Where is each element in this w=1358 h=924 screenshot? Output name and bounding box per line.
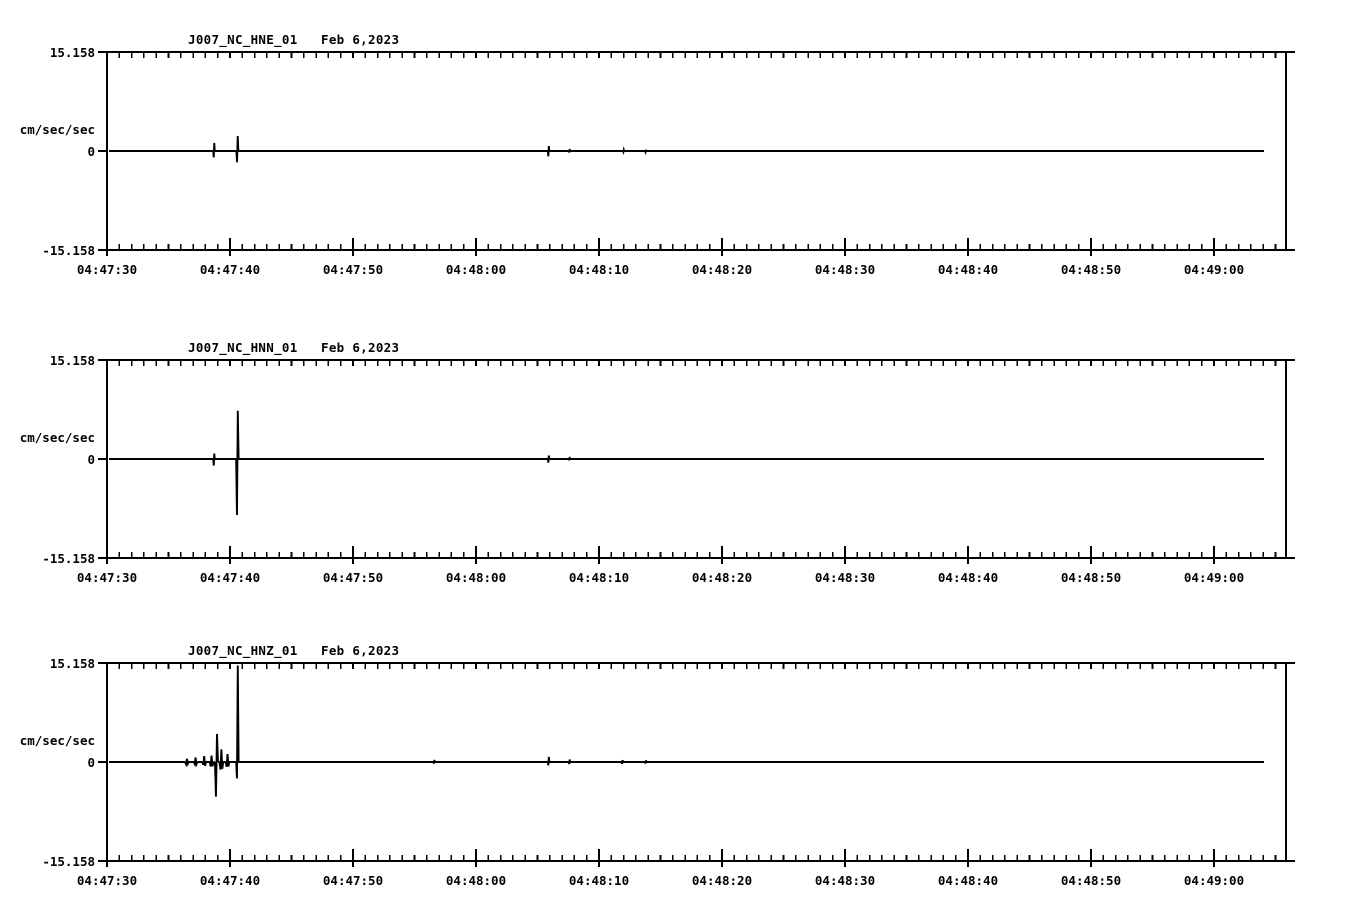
axis-ticks-hnz (98, 662, 1295, 867)
x-tick-label: 04:47:30 (76, 262, 138, 277)
plot-frame-hnn (106, 359, 1287, 559)
x-tick-label: 04:48:40 (937, 262, 999, 277)
x-tick-label: 04:48:00 (445, 262, 507, 277)
x-tick-label: 04:48:20 (691, 570, 753, 585)
y-axis-units-label-hne: cm/sec/sec (19, 122, 95, 137)
y-axis-zero-label-hnn: 0 (87, 452, 95, 467)
plot-frame-hne (106, 51, 1287, 251)
x-tick-label: 04:47:50 (322, 873, 384, 888)
y-axis-units-label-hnz: cm/sec/sec (19, 733, 95, 748)
y-axis-units-label-hnn: cm/sec/sec (19, 430, 95, 445)
x-tick-label: 04:47:30 (76, 570, 138, 585)
x-tick-label: 04:48:10 (568, 873, 630, 888)
x-tick-label: 04:48:40 (937, 873, 999, 888)
y-axis-max-label-hne: 15.158 (49, 45, 95, 60)
x-axis-tick-labels-hne: 04:47:30 04:47:40 04:47:50 04:48:00 04:48:10… (0, 262, 1358, 282)
waveform-trace-hnn (109, 410, 1264, 516)
x-axis-tick-labels-hnn: 04:47:30 04:47:40 04:47:50 04:48:00 04:48:10… (0, 570, 1358, 590)
x-tick-label: 04:48:10 (568, 262, 630, 277)
axis-ticks-hne (98, 51, 1295, 256)
x-tick-label: 04:49:00 (1183, 873, 1245, 888)
y-axis-min-label-hne: -15.158 (42, 243, 95, 258)
x-axis-tick-labels-hnz: 04:47:30 04:47:40 04:47:50 04:48:00 04:48:10… (0, 873, 1358, 893)
x-tick-label: 04:48:20 (691, 873, 753, 888)
y-axis-min-label-hnn: -15.158 (42, 551, 95, 566)
panel-title-hne: J007_NC_HNE_01 Feb 6,2023 (188, 32, 400, 47)
plot-frame-hnz (106, 662, 1287, 862)
axis-ticks-hnn (98, 359, 1295, 564)
y-axis-min-label-hnz: -15.158 (42, 854, 95, 869)
x-tick-label: 04:47:50 (322, 570, 384, 585)
x-tick-label: 04:48:50 (1060, 570, 1122, 585)
x-tick-label: 04:48:00 (445, 570, 507, 585)
waveform-trace-hne (109, 136, 1264, 163)
x-tick-label: 04:48:10 (568, 570, 630, 585)
x-tick-label: 04:47:40 (199, 873, 261, 888)
x-tick-label: 04:49:00 (1183, 570, 1245, 585)
y-axis-zero-label-hne: 0 (87, 144, 95, 159)
x-tick-label: 04:48:40 (937, 570, 999, 585)
x-tick-label: 04:48:30 (814, 570, 876, 585)
x-tick-label: 04:48:30 (814, 873, 876, 888)
x-tick-label: 04:47:30 (76, 873, 138, 888)
x-tick-label: 04:48:30 (814, 262, 876, 277)
x-tick-label: 04:48:50 (1060, 873, 1122, 888)
x-tick-label: 04:48:50 (1060, 262, 1122, 277)
y-axis-max-label-hnz: 15.158 (49, 656, 95, 671)
x-tick-label: 04:48:00 (445, 873, 507, 888)
y-axis-zero-label-hnz: 0 (87, 755, 95, 770)
x-tick-label: 04:48:20 (691, 262, 753, 277)
y-axis-max-label-hnn: 15.158 (49, 353, 95, 368)
panel-title-hnz: J007_NC_HNZ_01 Feb 6,2023 (188, 643, 400, 658)
x-tick-label: 04:47:50 (322, 262, 384, 277)
panel-title-hnn: J007_NC_HNN_01 Feb 6,2023 (188, 340, 400, 355)
x-tick-label: 04:47:40 (199, 570, 261, 585)
x-tick-label: 04:47:40 (199, 262, 261, 277)
x-tick-label: 04:49:00 (1183, 262, 1245, 277)
waveform-trace-hnz (109, 665, 1264, 797)
